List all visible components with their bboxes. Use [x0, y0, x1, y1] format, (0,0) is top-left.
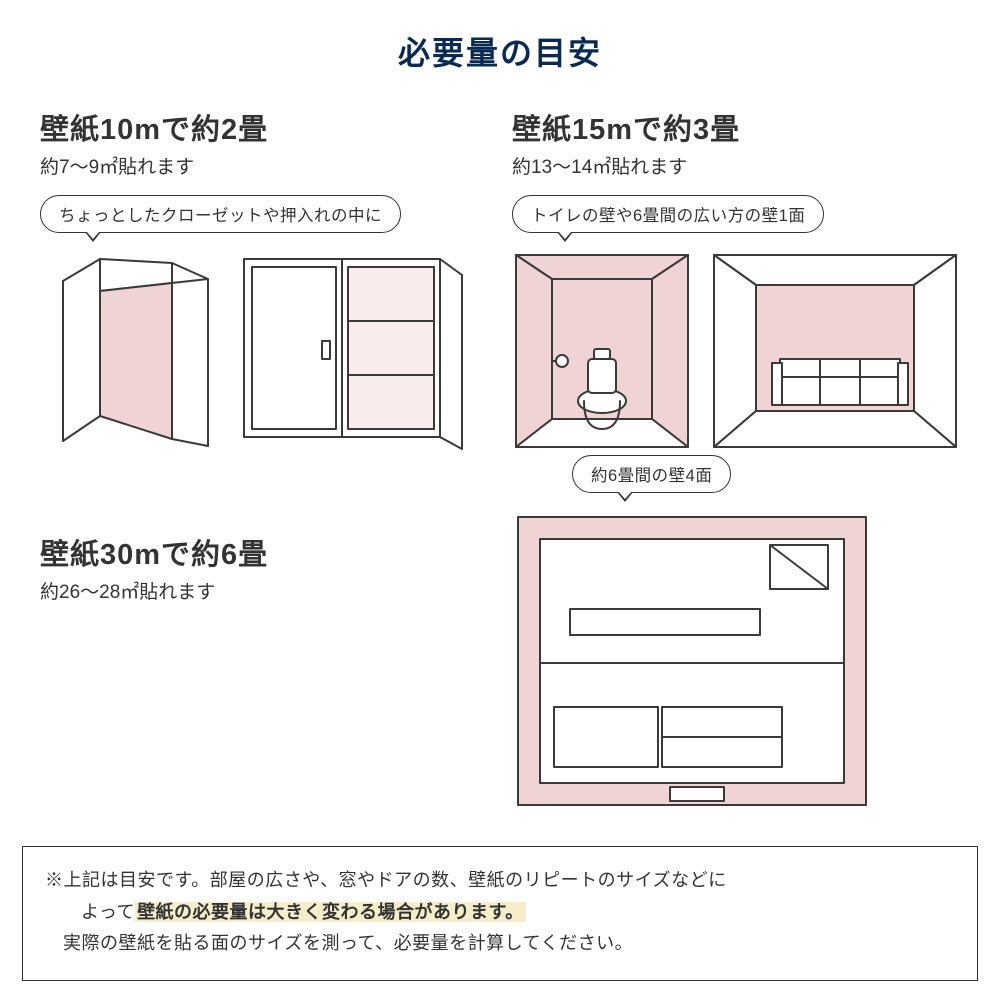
closet-icon [40, 251, 220, 451]
panel-15m-sub: 約13～14㎡貼れます [512, 152, 960, 179]
room-floorplan-icon [512, 511, 872, 811]
panel-10m-title: 壁紙10mで約2畳 [40, 106, 482, 148]
sliding-door-icon [238, 251, 468, 451]
note-line-1: ※上記は目安です。部屋の広さや、窓やドアの数、壁紙のリピートのサイズなどに [45, 865, 955, 897]
room-one-wall-icon [710, 251, 960, 451]
note-box: ※上記は目安です。部屋の広さや、窓やドアの数、壁紙のリピートのサイズなどに よっ… [22, 846, 978, 981]
panel-15m-bubble: トイレの壁や6畳間の広い方の壁1面 [512, 195, 824, 233]
panel-30m: 壁紙30mで約6畳 約26～28㎡貼れます [40, 451, 482, 816]
panel-10m-bubble: ちょっとしたクローゼットや押入れの中に [40, 195, 401, 233]
note-line-2: よって壁紙の必要量は大きく変わる場合があります。 [45, 897, 955, 929]
panel-30m-sub: 約26～28㎡貼れます [40, 577, 482, 604]
panel-30m-illustration: 約6畳間の壁4面 [512, 451, 960, 816]
panel-10m-sub: 約7～9㎡貼れます [40, 152, 482, 179]
note-highlight: 壁紙の必要量は大きく変わる場合があります。 [135, 902, 526, 922]
page-title: 必要量の目安 [0, 0, 1000, 92]
panel-30m-bubble: 約6畳間の壁4面 [572, 455, 731, 493]
content-grid: 壁紙10mで約2畳 約7～9㎡貼れます ちょっとしたクローゼットや押入れの中に [0, 92, 1000, 816]
panel-30m-title: 壁紙30mで約6畳 [40, 531, 482, 573]
note-line-3: 実際の壁紙を貼る面のサイズを測って、必要量を計算してください。 [45, 928, 955, 960]
panel-15m: 壁紙15mで約3畳 約13～14㎡貼れます トイレの壁や6畳間の広い方の壁1面 [512, 92, 960, 451]
panel-15m-illustration [512, 251, 960, 451]
panel-15m-title: 壁紙15mで約3畳 [512, 106, 960, 148]
panel-10m-illustration [40, 251, 482, 451]
panel-10m: 壁紙10mで約2畳 約7～9㎡貼れます ちょっとしたクローゼットや押入れの中に [40, 92, 482, 451]
toilet-room-icon [512, 251, 692, 451]
note-line-2-pre: よって [81, 902, 135, 922]
